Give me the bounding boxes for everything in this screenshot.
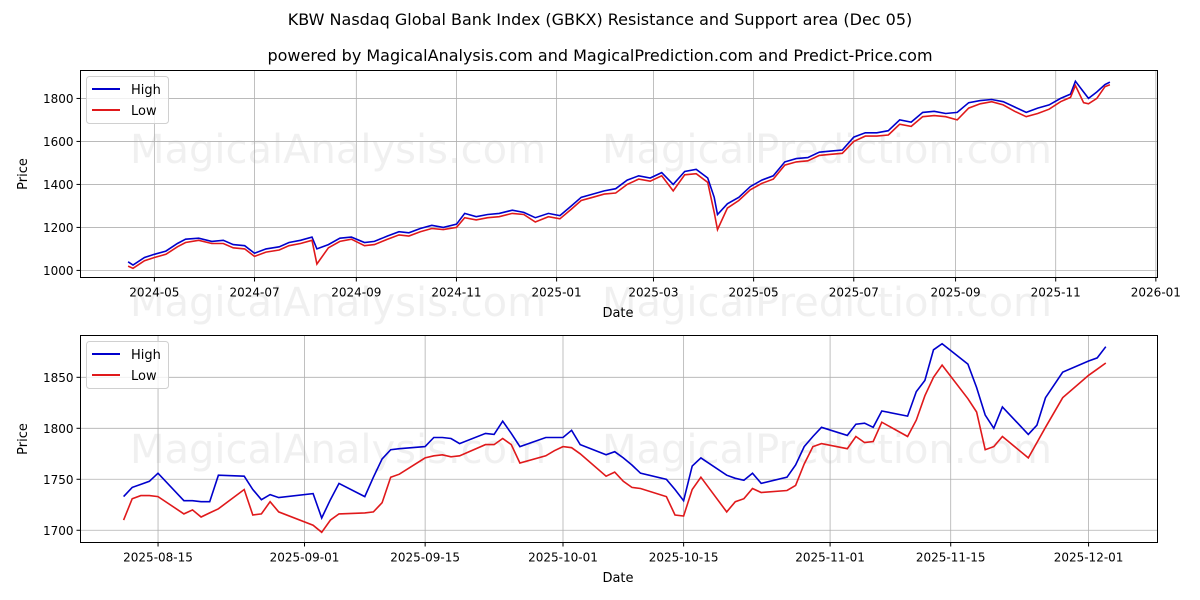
watermark-text: MagicalPrediction.com bbox=[602, 280, 1052, 326]
top-legend: High Low bbox=[86, 76, 169, 124]
legend-high-label: High bbox=[131, 83, 161, 98]
legend-low-label: Low bbox=[131, 369, 157, 384]
x-tick-label: 2025-08-15 bbox=[123, 551, 193, 565]
bottom-chart-axes: 1700 1750 1800 1850 2025-08-15 2025-09-01 2025… bbox=[16, 335, 1158, 586]
chart-subtitle: powered by MagicalAnalysis.com and Magic… bbox=[267, 46, 933, 65]
y-tick-label: 1700 bbox=[43, 524, 74, 538]
top-y-axis-label: Price bbox=[16, 158, 31, 190]
watermark-text: MagicalPrediction.com bbox=[602, 427, 1052, 473]
y-tick-label: 1000 bbox=[43, 264, 74, 278]
x-tick-label: 2025-01 bbox=[532, 286, 582, 300]
top-chart-grid bbox=[80, 70, 1158, 278]
watermark-text: MagicalAnalysis.com bbox=[130, 427, 546, 473]
y-tick-label: 1850 bbox=[43, 371, 74, 385]
x-tick-label: 2026-01 bbox=[1131, 286, 1181, 300]
legend-high-label: High bbox=[131, 348, 161, 363]
bottom-chart-frame bbox=[80, 335, 1158, 543]
y-tick-label: 1200 bbox=[43, 221, 74, 235]
x-tick-label: 2025-10-01 bbox=[528, 551, 598, 565]
bottom-chart-grid bbox=[80, 335, 1158, 543]
watermark-text: MagicalPrediction.com bbox=[602, 127, 1052, 173]
y-tick-label: 1600 bbox=[43, 135, 74, 149]
bottom-x-axis-label: Date bbox=[602, 571, 633, 586]
x-tick-label: 2025-10-15 bbox=[649, 551, 719, 565]
bottom-legend: High Low bbox=[86, 341, 169, 389]
watermark-text: MagicalAnalysis.com bbox=[130, 127, 546, 173]
bottom-chart-ticks: 1700 1750 1800 1850 2025-08-15 2025-09-01 2025… bbox=[43, 371, 1123, 565]
x-tick-label: 2025-11-01 bbox=[795, 551, 865, 565]
x-tick-label: 2025-11-15 bbox=[916, 551, 986, 565]
x-tick-label: 2025-09 bbox=[930, 286, 980, 300]
x-tick-label: 2025-11 bbox=[1031, 286, 1081, 300]
x-tick-label: 2024-11 bbox=[431, 286, 481, 300]
legend-low-label: Low bbox=[131, 104, 157, 119]
x-tick-label: 2025-05 bbox=[729, 286, 779, 300]
x-tick-label: 2025-12-01 bbox=[1054, 551, 1124, 565]
watermark-group: MagicalAnalysis.com MagicalPrediction.co… bbox=[130, 127, 1052, 473]
watermark-text: MagicalAnalysis.com bbox=[130, 280, 546, 326]
y-tick-label: 1400 bbox=[43, 178, 74, 192]
top-chart-axes: 1000 1200 1400 1600 1800 2024-05 2024-07 2024-0… bbox=[16, 70, 1181, 321]
y-tick-label: 1800 bbox=[43, 422, 74, 436]
bottom-y-axis-label: Price bbox=[16, 423, 31, 455]
y-tick-label: 1750 bbox=[43, 473, 74, 487]
top-chart-ticks: 1000 1200 1400 1600 1800 2024-05 2024-07 2024-0… bbox=[43, 92, 1181, 300]
top-x-axis-label: Date bbox=[602, 306, 633, 321]
top-high-line bbox=[127, 79, 1111, 266]
y-tick-label: 1800 bbox=[43, 92, 74, 106]
x-tick-label: 2025-09-01 bbox=[270, 551, 340, 565]
top-chart-frame bbox=[80, 70, 1158, 278]
x-tick-label: 2024-07 bbox=[229, 286, 279, 300]
x-tick-label: 2025-03 bbox=[628, 286, 678, 300]
x-tick-label: 2024-05 bbox=[129, 286, 179, 300]
x-tick-label: 2025-07 bbox=[829, 286, 879, 300]
x-tick-label: 2024-09 bbox=[331, 286, 381, 300]
chart-title: KBW Nasdaq Global Bank Index (GBKX) Resi… bbox=[287, 10, 913, 29]
top-low-line bbox=[127, 83, 1111, 270]
bottom-high-line bbox=[123, 342, 1107, 521]
bottom-low-line bbox=[122, 362, 1107, 534]
x-tick-label: 2025-09-15 bbox=[390, 551, 460, 565]
